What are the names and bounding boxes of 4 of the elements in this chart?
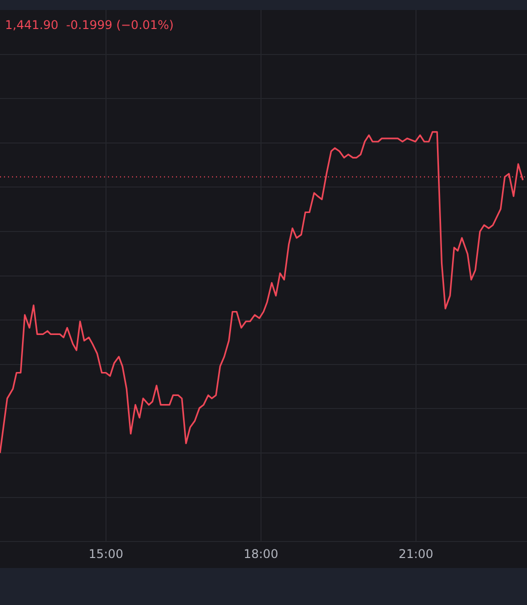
x-tick-label: 18:00	[244, 546, 278, 561]
text: 1,441.90 -0.1999 (−0.01%)	[5, 18, 174, 32]
x-tick-label: 15:00	[88, 546, 124, 561]
x-tick-label: 21:00	[398, 546, 434, 561]
